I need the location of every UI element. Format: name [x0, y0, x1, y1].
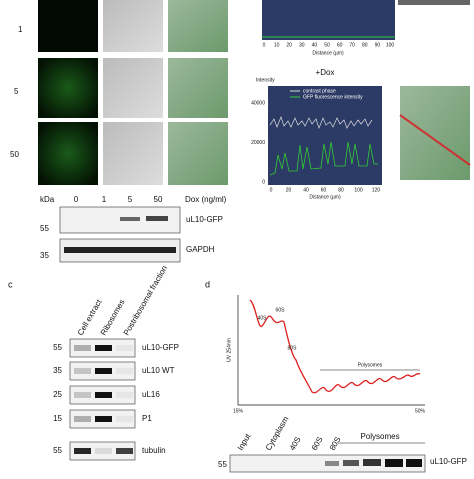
lane-label: 80S — [328, 435, 343, 452]
polysome-label: Polysomes — [358, 362, 383, 368]
lane-group: Polysomes — [360, 432, 399, 441]
y-label: UV 254nm — [226, 338, 232, 362]
x-label: Distance (µm) — [309, 194, 341, 200]
blot — [69, 441, 136, 461]
band — [74, 345, 91, 351]
band-label: uL16 — [142, 390, 160, 399]
band — [95, 448, 112, 454]
marker: 55 — [53, 446, 62, 455]
unit: kDa — [40, 195, 55, 204]
band — [74, 448, 91, 454]
gradient: 50% — [415, 408, 426, 414]
x-tick-label: 100 — [354, 187, 363, 193]
gradient: 15% — [233, 408, 244, 414]
y-tick-label: 20000 — [251, 140, 265, 146]
x-tick-label: 80 — [338, 187, 344, 193]
lane: 1 — [102, 195, 107, 204]
lane-label: 60S — [310, 435, 325, 452]
lane-label: 40S — [288, 435, 303, 452]
band-label: uL10-GFP — [142, 343, 179, 352]
marker: 35 — [53, 366, 62, 375]
peak: 40S — [258, 315, 268, 321]
x-tick-label: 0 — [263, 42, 266, 48]
marker: 25 — [53, 390, 62, 399]
band-label: uL10 WT — [142, 366, 175, 375]
band — [74, 392, 91, 398]
band — [95, 368, 112, 374]
x-tick-label: 30 — [299, 42, 305, 48]
x-tick-label: 80 — [362, 42, 368, 48]
band — [116, 345, 133, 351]
band — [74, 368, 91, 374]
lane: 5 — [128, 195, 133, 204]
lane-title: Dox (ng/ml) — [185, 195, 227, 204]
x-tick-label: 60 — [321, 187, 327, 193]
band-label: uL10-GFP — [430, 457, 467, 466]
band — [116, 392, 133, 398]
lane: 50 — [154, 195, 163, 204]
micrographs — [38, 0, 228, 185]
x-tick-label: 100 — [386, 42, 395, 48]
peak: 80S — [288, 345, 298, 351]
x-tick-label: 70 — [349, 42, 355, 48]
band — [95, 392, 112, 398]
band — [116, 368, 133, 374]
marker: 55 — [53, 343, 62, 352]
row-label: 50 — [10, 150, 19, 159]
x-label: Distance (µm) — [312, 50, 344, 56]
y-tick-label: 40000 — [251, 100, 265, 106]
marker: 35 — [40, 251, 49, 260]
x-tick-label: 20 — [286, 42, 292, 48]
lane: 0 — [74, 195, 79, 204]
band — [116, 416, 133, 422]
x-tick-label: 0 — [270, 187, 273, 193]
x-tick-label: 60 — [337, 42, 343, 48]
x-tick-label: 20 — [286, 187, 292, 193]
legend-item: GFP fluorescence intensity — [303, 94, 363, 100]
x-tick-label: 50 — [324, 42, 330, 48]
peak: 60S — [276, 307, 286, 313]
marker: 55 — [40, 224, 49, 233]
band-label: P1 — [142, 414, 152, 423]
x-tick-label: 40 — [303, 187, 309, 193]
band-label: GAPDH — [186, 245, 215, 254]
band — [95, 345, 112, 351]
band — [116, 448, 133, 454]
panel-letter: c — [8, 279, 13, 289]
x-tick-label: 10 — [274, 42, 280, 48]
lane-label: Cytoplasm — [264, 415, 291, 453]
x-tick-label: 90 — [375, 42, 381, 48]
band — [95, 416, 112, 422]
plot-title: +Dox — [316, 68, 335, 77]
band-label: tubulin — [142, 446, 166, 455]
y-tick-label: 0 — [262, 179, 265, 185]
column-label: Postribosomal fraction — [122, 264, 169, 337]
x-tick-label: 40 — [312, 42, 318, 48]
row-label: 1 — [18, 25, 23, 34]
lane-label: Input — [236, 431, 253, 452]
x-tick-label: 120 — [372, 187, 381, 193]
y-label: Intensity — [256, 77, 275, 83]
row-label: 5 — [14, 87, 19, 96]
panel-letter: d — [205, 279, 210, 289]
legend-item: contrast phase — [303, 88, 336, 94]
band-label: uL10-GFP — [186, 215, 223, 224]
marker: 15 — [53, 414, 62, 423]
marker: 55 — [218, 460, 227, 469]
band — [74, 416, 91, 422]
